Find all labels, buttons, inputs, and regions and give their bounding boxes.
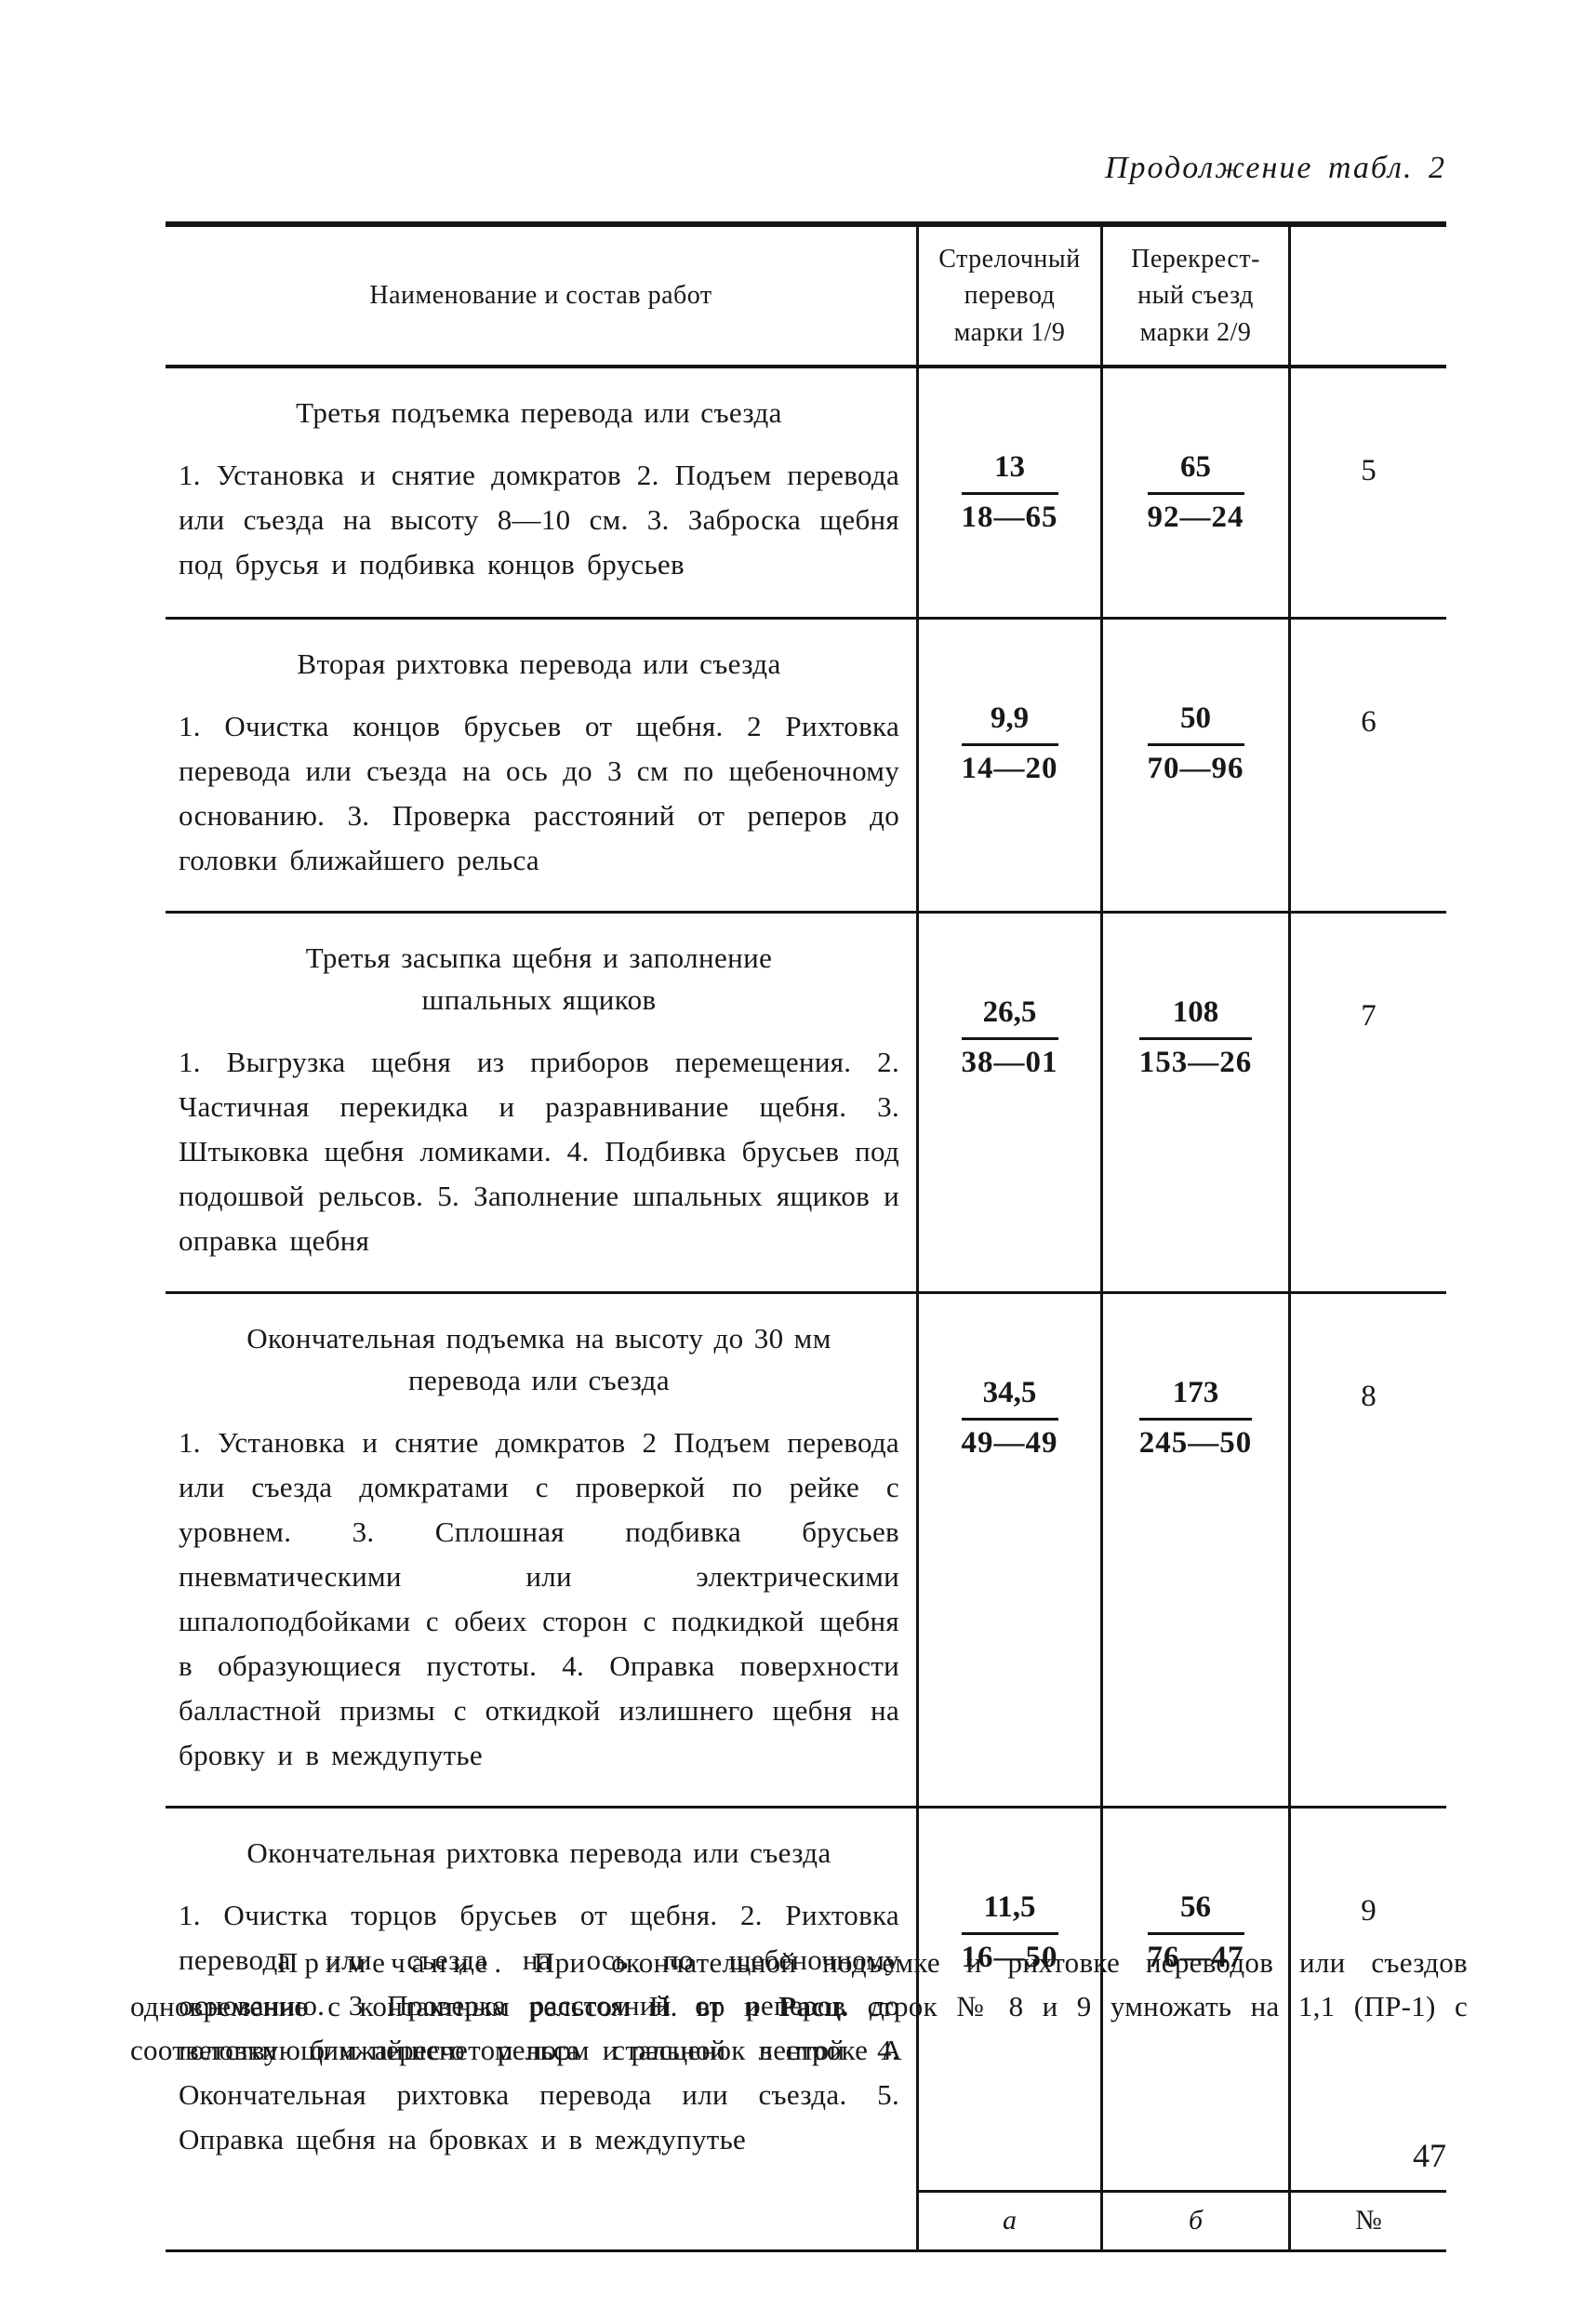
row-number: 7 — [1288, 914, 1446, 1292]
switch-value-cell: 26,5 38—01 — [916, 914, 1100, 1292]
work-cell: Окончательная рихтовка перевода или съез… — [166, 1808, 916, 2189]
norm-value: 65 — [1147, 450, 1244, 495]
norm-rate-fraction: 34,5 49—49 — [961, 1376, 1058, 1461]
row-number: 5 — [1288, 368, 1446, 617]
norm-rate-fraction: 50 70—96 — [1147, 701, 1244, 787]
note-text-part2: строк № 8 и 9 умножать на 1,1 (ПР-1) с с… — [130, 1990, 1468, 2067]
table-row: Вторая рихтовка перевода или съезда 1. О… — [166, 617, 1446, 912]
table-header-row: Наименование и состав работ Стрелочный п… — [166, 227, 1446, 368]
norm-value: 11,5 — [961, 1890, 1058, 1936]
switch-value-cell: 9,9 14—20 — [916, 620, 1100, 912]
rate-value: 245—50 — [1138, 1426, 1253, 1461]
header-number-column — [1288, 227, 1446, 365]
norm-rate-fraction: 65 92—24 — [1147, 450, 1244, 536]
work-description: 1. Очистка торцов брусьев от щебня. 2. Р… — [179, 1899, 899, 2156]
note-bold-term: Расц. — [778, 1990, 849, 2023]
row-number: 9 — [1288, 1808, 1446, 2190]
rate-value: 70—96 — [1147, 751, 1244, 785]
row-number: 8 — [1288, 1294, 1446, 1807]
norm-rate-fraction: 26,5 38—01 — [961, 995, 1058, 1081]
work-description: 1. Выгрузка щебня из приборов перемещени… — [179, 1046, 899, 1258]
norm-rate-fraction: 108 153—26 — [1138, 995, 1253, 1081]
rate-value: 153—26 — [1138, 1046, 1253, 1080]
norm-value: 108 — [1138, 995, 1253, 1041]
work-title: Третья подъемка перевода или съезда — [296, 396, 782, 429]
table-row: Третья засыпка щебня и заполнение шпальн… — [166, 911, 1446, 1292]
footer-label-a: а — [916, 2189, 1100, 2249]
footer-label-number: № — [1288, 2189, 1446, 2249]
work-description: 1. Установка и снятие домкратов 2. Подъе… — [179, 458, 899, 581]
switch-value-cell: 13 18—65 — [916, 368, 1100, 617]
rate-value: 76—47 — [1147, 1941, 1244, 1975]
table-continuation-label: Продолжение табл. 2 — [1104, 151, 1446, 185]
crossover-value-cell: 56 76—47 — [1100, 1808, 1288, 2190]
norm-value: 173 — [1138, 1376, 1253, 1421]
norms-table: Наименование и состав работ Стрелочный п… — [166, 221, 1446, 2252]
rate-value: 14—20 — [961, 751, 1058, 785]
crossover-value-cell: 50 70—96 — [1100, 620, 1288, 912]
work-title: Окончательная подъемка на высоту до 30 м… — [246, 1322, 831, 1397]
work-description: 1. Очистка концов брусьев от щебня. 2 Ри… — [179, 709, 899, 877]
norm-value: 50 — [1147, 701, 1244, 746]
norm-value: 56 — [1147, 1890, 1244, 1936]
norm-value: 26,5 — [961, 995, 1058, 1041]
crossover-value-cell: 108 153—26 — [1100, 914, 1288, 1292]
header-work-name: Наименование и состав работ — [369, 281, 712, 311]
norm-value: 9,9 — [961, 701, 1058, 746]
rate-value: 92—24 — [1147, 500, 1244, 534]
footer-empty-cell — [166, 2190, 916, 2249]
table-footer-row: а б № — [166, 2189, 1446, 2249]
norm-rate-fraction: 13 18—65 — [961, 450, 1058, 536]
work-title: Вторая рихтовка перевода или съезда — [297, 647, 781, 680]
table-row: Окончательная подъемка на высоту до 30 м… — [166, 1291, 1446, 1807]
rate-value: 18—65 — [961, 500, 1058, 534]
note-text-part1: При окончательной подъемке и рихтовке пе… — [130, 1946, 1468, 2023]
crossover-value-cell: 65 92—24 — [1100, 368, 1288, 617]
work-title: Окончательная рихтовка перевода или съез… — [246, 1836, 831, 1870]
crossover-value-cell: 173 245—50 — [1100, 1294, 1288, 1807]
note-paragraph: Примечание. При окончательной подъемке и… — [130, 1941, 1468, 2072]
footer-label-b: б — [1100, 2189, 1288, 2249]
switch-value-cell: 34,5 49—49 — [916, 1294, 1100, 1807]
norm-rate-fraction: 9,9 14—20 — [961, 701, 1058, 787]
work-cell: Третья засыпка щебня и заполнение шпальн… — [166, 914, 916, 1291]
rate-value: 38—01 — [961, 1046, 1058, 1080]
rate-value: 49—49 — [961, 1426, 1058, 1461]
page-number: 47 — [1413, 2137, 1446, 2174]
work-title: Третья засыпка щебня и заполнение шпальн… — [305, 941, 773, 1017]
work-cell: Окончательная подъемка на высоту до 30 м… — [166, 1294, 916, 1806]
work-cell: Вторая рихтовка перевода или съезда 1. О… — [166, 620, 916, 911]
work-cell: Третья подъемка перевода или съезда 1. У… — [166, 368, 916, 617]
norm-rate-fraction: 56 76—47 — [1147, 1890, 1244, 1976]
row-number: 6 — [1288, 620, 1446, 912]
norm-value: 34,5 — [961, 1376, 1058, 1421]
header-switch-1-9: Стрелочный перевод марки 1/9 — [916, 227, 1100, 365]
header-crossover-2-9: Перекрест- ный съезд марки 2/9 — [1100, 227, 1288, 365]
table-row: Окончательная рихтовка перевода или съез… — [166, 1806, 1446, 2190]
rate-value: 16—50 — [961, 1941, 1058, 1975]
norm-value: 13 — [961, 450, 1058, 495]
switch-value-cell: 11,5 16—50 — [916, 1808, 1100, 2190]
work-description: 1. Установка и снятие домкратов 2 Подъем… — [179, 1426, 899, 1772]
note-label: Примечание. — [277, 1946, 509, 1979]
norm-rate-fraction: 11,5 16—50 — [961, 1890, 1058, 1976]
table-row: Третья подъемка перевода или съезда 1. У… — [166, 368, 1446, 617]
norm-rate-fraction: 173 245—50 — [1138, 1376, 1253, 1461]
